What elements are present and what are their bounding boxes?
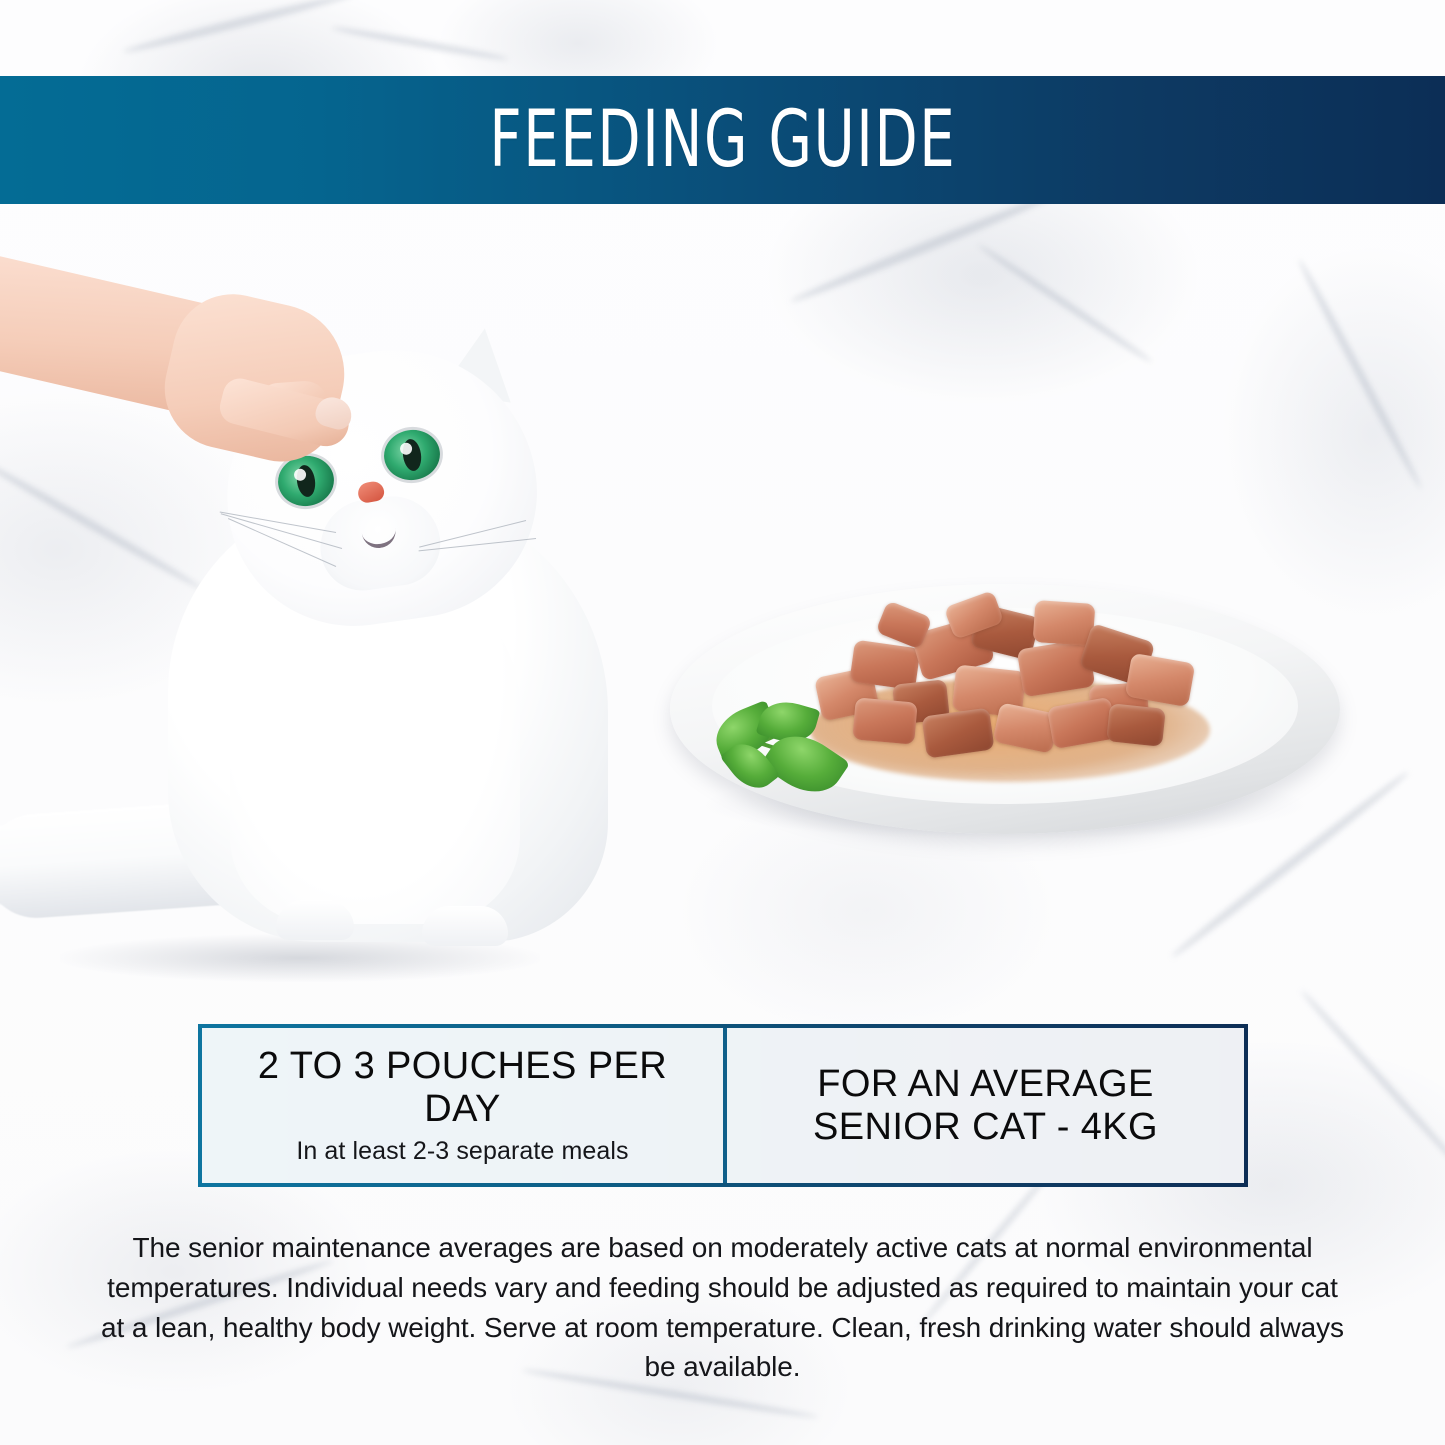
average-cat-weight-box: FOR AN AVERAGE SENIOR CAT - 4KG xyxy=(723,1028,1244,1183)
feeding-amount-boxes: 2 TO 3 POUCHES PER DAY In at least 2-3 s… xyxy=(198,1024,1248,1187)
basil-sprig xyxy=(708,695,866,807)
cat-paw-right xyxy=(422,906,508,946)
header-band: FEEDING GUIDE xyxy=(0,76,1445,204)
food-plate xyxy=(660,574,1350,874)
average-cat-weight-headline: FOR AN AVERAGE SENIOR CAT - 4KG xyxy=(813,1062,1158,1148)
hero-photo xyxy=(0,204,1445,1014)
pouches-per-day-subline: In at least 2-3 separate meals xyxy=(296,1137,629,1166)
feeding-disclaimer-text: The senior maintenance averages are base… xyxy=(101,1232,1344,1383)
hand-illustration xyxy=(0,246,400,492)
pouches-per-day-box: 2 TO 3 POUCHES PER DAY In at least 2-3 s… xyxy=(202,1028,723,1183)
cat-paw-left xyxy=(276,900,354,940)
cat-illustration xyxy=(0,234,640,994)
page-title: FEEDING GUIDE xyxy=(488,95,956,185)
pouches-per-day-headline: 2 TO 3 POUCHES PER DAY xyxy=(257,1044,668,1130)
